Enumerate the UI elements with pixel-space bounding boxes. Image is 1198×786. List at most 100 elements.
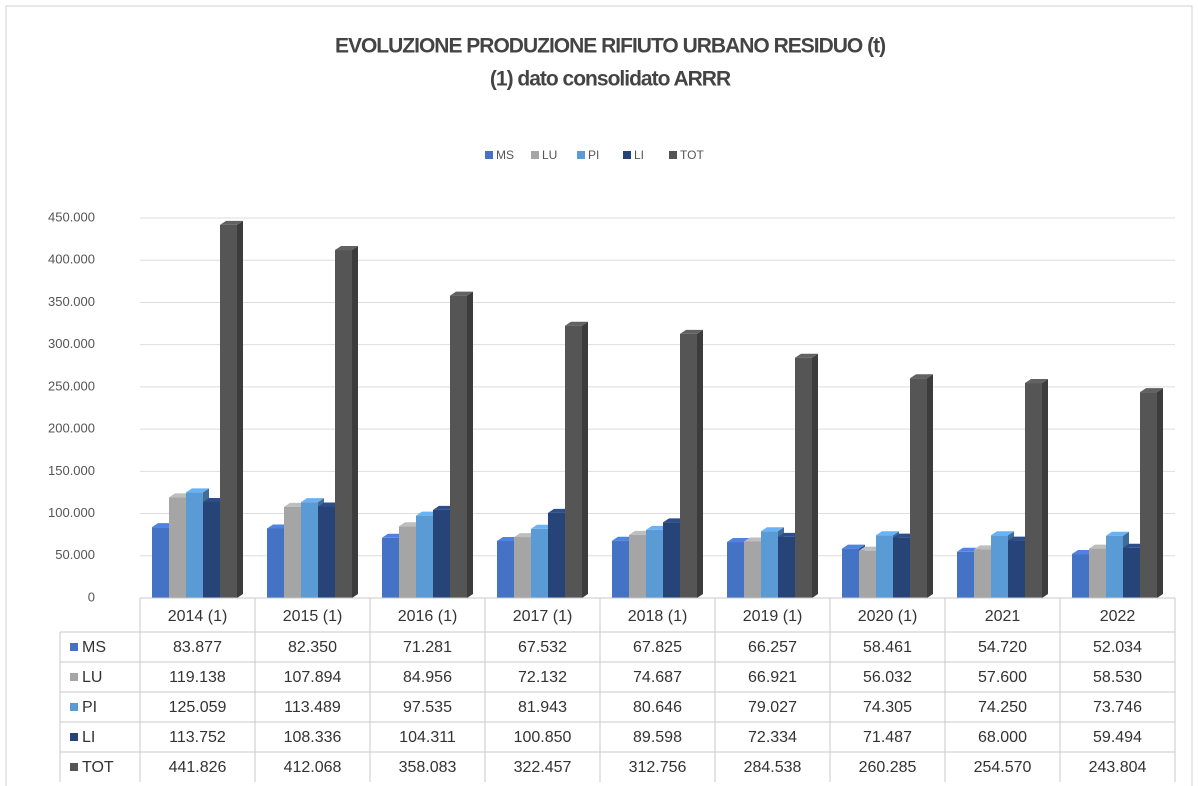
bar-top <box>991 531 1014 536</box>
bar <box>761 531 778 598</box>
bar-top <box>1025 379 1048 384</box>
table-cell: 59.494 <box>1093 729 1142 746</box>
table-key <box>70 763 78 771</box>
x-tick-label: 2015 (1) <box>283 608 343 625</box>
bar-top <box>727 538 750 543</box>
bar <box>974 549 991 598</box>
bar <box>318 506 335 598</box>
table-cell: 72.132 <box>518 669 567 686</box>
table-cell: 322.457 <box>514 759 572 776</box>
table-cell: 107.894 <box>284 669 342 686</box>
table-cell: 412.068 <box>284 759 342 776</box>
table-row-label: MS <box>82 639 106 656</box>
y-tick-label: 350.000 <box>48 294 95 309</box>
table-cell: 97.535 <box>403 699 452 716</box>
table-cell: 72.334 <box>748 729 797 746</box>
table-cell: 284.538 <box>744 759 802 776</box>
y-tick-label: 100.000 <box>48 505 95 520</box>
table-cell: 243.804 <box>1089 759 1147 776</box>
bar <box>1106 535 1123 598</box>
bar <box>335 250 352 598</box>
bar-top <box>761 527 784 532</box>
legend-swatch <box>577 151 585 159</box>
table-row-label: LU <box>82 669 102 686</box>
table-cell: 83.877 <box>173 639 222 656</box>
bar <box>1025 383 1042 598</box>
table-cell: 57.600 <box>978 669 1027 686</box>
bar <box>1089 548 1106 598</box>
table-cell: 119.138 <box>169 669 226 686</box>
table-cell: 89.598 <box>633 729 682 746</box>
table-key <box>70 673 78 681</box>
bar <box>876 535 893 598</box>
table-row-label: LI <box>82 729 95 746</box>
table-cell: 113.489 <box>284 699 341 716</box>
bar-top <box>1140 388 1163 393</box>
bar-top <box>1106 531 1129 536</box>
bar <box>727 542 744 598</box>
legend-swatch <box>669 151 677 159</box>
y-tick-label: 0 <box>88 589 95 604</box>
table-cell: 71.487 <box>863 729 912 746</box>
legend-label: LI <box>634 148 644 162</box>
bar-side <box>1042 379 1048 598</box>
bar <box>612 540 629 598</box>
table-cell: 113.752 <box>169 729 226 746</box>
x-tick-label: 2017 (1) <box>513 608 573 625</box>
bar <box>548 512 565 598</box>
bar <box>169 497 186 598</box>
table-cell: 104.311 <box>399 729 456 746</box>
table-cell: 52.034 <box>1093 639 1142 656</box>
bar <box>1123 547 1140 598</box>
bar <box>629 534 646 598</box>
bar <box>497 540 514 598</box>
y-tick-label: 50.000 <box>55 547 95 562</box>
bar <box>565 325 582 598</box>
chart-title: EVOLUZIONE PRODUZIONE RIFIUTO URBANO RES… <box>335 35 885 58</box>
bar <box>1072 554 1089 598</box>
bar <box>744 541 761 598</box>
bar <box>842 548 859 598</box>
bar <box>795 357 812 598</box>
x-tick-label: 2019 (1) <box>743 608 803 625</box>
bar-top <box>301 498 324 503</box>
table-cell: 73.746 <box>1093 699 1142 716</box>
bar-top <box>795 353 818 358</box>
table-cell: 67.825 <box>633 639 682 656</box>
table-cell: 125.059 <box>169 699 227 716</box>
bar <box>284 506 301 598</box>
table-cell: 71.281 <box>403 639 452 656</box>
y-tick-label: 400.000 <box>48 252 95 267</box>
x-tick-label: 2016 (1) <box>398 608 458 625</box>
x-tick-label: 2021 <box>985 608 1021 625</box>
table-cell: 68.000 <box>978 729 1027 746</box>
table-cell: 74.687 <box>633 669 682 686</box>
bar-top <box>910 374 933 379</box>
table-cell: 108.336 <box>284 729 342 746</box>
chart-subtitle: (1) dato consolidato ARRR <box>490 68 731 91</box>
y-tick-label: 450.000 <box>48 209 95 224</box>
bar-top <box>220 220 243 225</box>
legend-swatch <box>623 151 631 159</box>
legend-swatch <box>531 151 539 159</box>
bar-side <box>927 374 933 598</box>
bar-top <box>450 291 473 296</box>
bar <box>646 529 663 598</box>
table-cell: 74.250 <box>978 699 1027 716</box>
table-cell: 441.826 <box>169 759 227 776</box>
bar-side <box>812 353 818 598</box>
table-key <box>70 703 78 711</box>
bar-top <box>335 246 358 251</box>
x-tick-label: 2014 (1) <box>168 608 228 625</box>
bar-top <box>186 488 209 493</box>
bar <box>203 501 220 598</box>
chart-border <box>5 5 1193 786</box>
table-cell: 312.756 <box>629 759 687 776</box>
legend-label: TOT <box>680 148 704 162</box>
bar <box>957 551 974 598</box>
table-cell: 82.350 <box>288 639 337 656</box>
table-cell: 358.083 <box>399 759 457 776</box>
x-tick-label: 2020 (1) <box>858 608 918 625</box>
table-cell: 84.956 <box>403 669 452 686</box>
bar <box>416 515 433 598</box>
